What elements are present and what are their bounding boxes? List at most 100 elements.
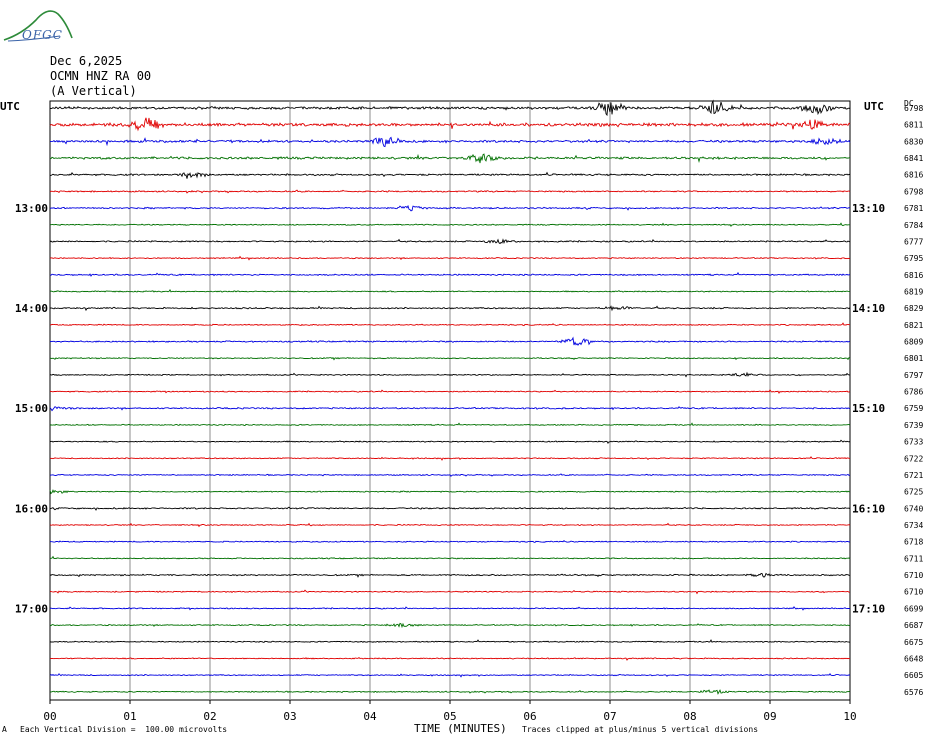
trace-line bbox=[50, 171, 851, 179]
trace-line bbox=[49, 371, 851, 378]
x-tick-label: 03 bbox=[283, 710, 296, 723]
trace-line bbox=[49, 189, 851, 194]
dc-offset-label: 6699 bbox=[904, 604, 923, 613]
time-label-right: 14:10 bbox=[852, 302, 885, 315]
trace-line bbox=[49, 356, 851, 361]
time-label-left: 14:00 bbox=[15, 302, 48, 315]
logo-text: OFGC bbox=[22, 28, 63, 42]
dc-offset-label: 6801 bbox=[904, 354, 923, 363]
dc-offset-label: 6830 bbox=[904, 137, 923, 146]
dc-header: DC bbox=[904, 99, 914, 108]
vertical-division-note: Each Vertical Division = 100.00 microvol… bbox=[20, 725, 228, 734]
dc-offset-label: 6576 bbox=[904, 688, 923, 697]
trace-line bbox=[49, 289, 850, 293]
dc-offset-label: 6816 bbox=[904, 171, 923, 180]
time-label-right: 15:10 bbox=[852, 402, 885, 415]
clipping-note: Traces clipped at plus/minus 5 vertical … bbox=[522, 725, 759, 734]
trace-line bbox=[49, 255, 851, 261]
x-tick-label: 05 bbox=[443, 710, 456, 723]
station-code: OCMN HNZ RA 00 bbox=[50, 69, 152, 83]
dc-offset-label: 6725 bbox=[904, 488, 923, 497]
x-tick-label: 04 bbox=[363, 710, 377, 723]
trace-line bbox=[49, 689, 851, 695]
dc-offset-label: 6759 bbox=[904, 404, 923, 413]
x-tick-label: 09 bbox=[763, 710, 776, 723]
dc-offset-label: 6841 bbox=[904, 154, 923, 163]
utc-label-right: UTC bbox=[864, 100, 884, 113]
dc-offset-label: 6795 bbox=[904, 254, 923, 263]
x-tick-label: 08 bbox=[683, 710, 696, 723]
trace-line bbox=[50, 136, 851, 148]
dc-offset-label: 6740 bbox=[904, 504, 923, 513]
x-axis-title: TIME (MINUTES) bbox=[414, 722, 507, 735]
trace-line bbox=[49, 639, 851, 643]
footer-mark: A bbox=[2, 725, 7, 734]
dc-offset-label: 6710 bbox=[904, 588, 923, 597]
dc-offset-label: 6798 bbox=[904, 187, 923, 196]
trace-line bbox=[49, 589, 851, 595]
x-tick-label: 01 bbox=[123, 710, 136, 723]
trace-line bbox=[49, 222, 850, 228]
dc-offset-label: 6821 bbox=[904, 321, 923, 330]
trace-line bbox=[49, 153, 851, 164]
time-label-left: 15:00 bbox=[15, 402, 48, 415]
trace-line bbox=[49, 305, 851, 312]
trace-line bbox=[49, 522, 851, 528]
x-tick-label: 02 bbox=[203, 710, 216, 723]
trace-line bbox=[49, 539, 851, 543]
trace-line bbox=[49, 572, 851, 578]
trace-line bbox=[49, 271, 851, 277]
dc-offset-label: 6722 bbox=[904, 454, 923, 463]
time-label-right: 16:10 bbox=[852, 502, 885, 515]
trace-line bbox=[49, 473, 851, 477]
dc-offset-label: 6721 bbox=[904, 471, 923, 480]
x-tick-label: 10 bbox=[843, 710, 856, 723]
dc-offset-label: 6797 bbox=[904, 371, 923, 380]
component-label: (A Vertical) bbox=[50, 84, 137, 98]
trace-line bbox=[49, 657, 851, 661]
trace-line bbox=[49, 406, 851, 412]
dc-offset-label: 6648 bbox=[904, 654, 923, 663]
time-label-left: 16:00 bbox=[15, 502, 48, 515]
dc-offset-label: 6819 bbox=[904, 287, 923, 296]
trace-line bbox=[49, 117, 851, 132]
trace-line bbox=[49, 456, 851, 461]
dc-offset-label: 6710 bbox=[904, 571, 923, 580]
dc-offset-label: 6798 bbox=[904, 104, 923, 113]
trace-line bbox=[49, 622, 851, 629]
utc-label-left: UTC bbox=[0, 100, 20, 113]
x-tick-label: 06 bbox=[523, 710, 536, 723]
time-label-right: 13:10 bbox=[852, 202, 885, 215]
trace-line bbox=[49, 99, 851, 117]
trace-line bbox=[49, 555, 851, 560]
dc-offset-label: 6739 bbox=[904, 421, 923, 430]
dc-offset-label: 6816 bbox=[904, 271, 923, 280]
x-tick-label: 07 bbox=[603, 710, 616, 723]
dc-offset-label: 6605 bbox=[904, 671, 923, 680]
dc-offset-label: 6711 bbox=[904, 554, 923, 563]
trace-line bbox=[49, 422, 851, 427]
time-label-right: 17:10 bbox=[852, 602, 885, 615]
time-label-left: 13:00 bbox=[15, 202, 48, 215]
dc-offset-label: 6777 bbox=[904, 237, 923, 246]
trace-line bbox=[49, 204, 851, 212]
dc-offset-label: 6733 bbox=[904, 438, 923, 447]
dc-offset-label: 6811 bbox=[904, 121, 923, 130]
trace-line bbox=[49, 673, 851, 678]
dc-offset-label: 6687 bbox=[904, 621, 923, 630]
dc-offset-label: 6734 bbox=[904, 521, 923, 530]
trace-line bbox=[49, 506, 851, 511]
dc-offset-label: 6809 bbox=[904, 338, 923, 347]
trace-line bbox=[49, 238, 851, 245]
trace-line bbox=[50, 322, 851, 327]
ofgc-logo-swoosh bbox=[3, 10, 73, 42]
time-label-left: 17:00 bbox=[15, 602, 48, 615]
x-tick-label: 00 bbox=[43, 710, 56, 723]
dc-offset-label: 6786 bbox=[904, 388, 923, 397]
plot-date: Dec 6,2025 bbox=[50, 54, 123, 68]
trace-line bbox=[49, 336, 850, 346]
dc-offset-label: 6781 bbox=[904, 204, 923, 213]
trace-line bbox=[49, 489, 851, 495]
